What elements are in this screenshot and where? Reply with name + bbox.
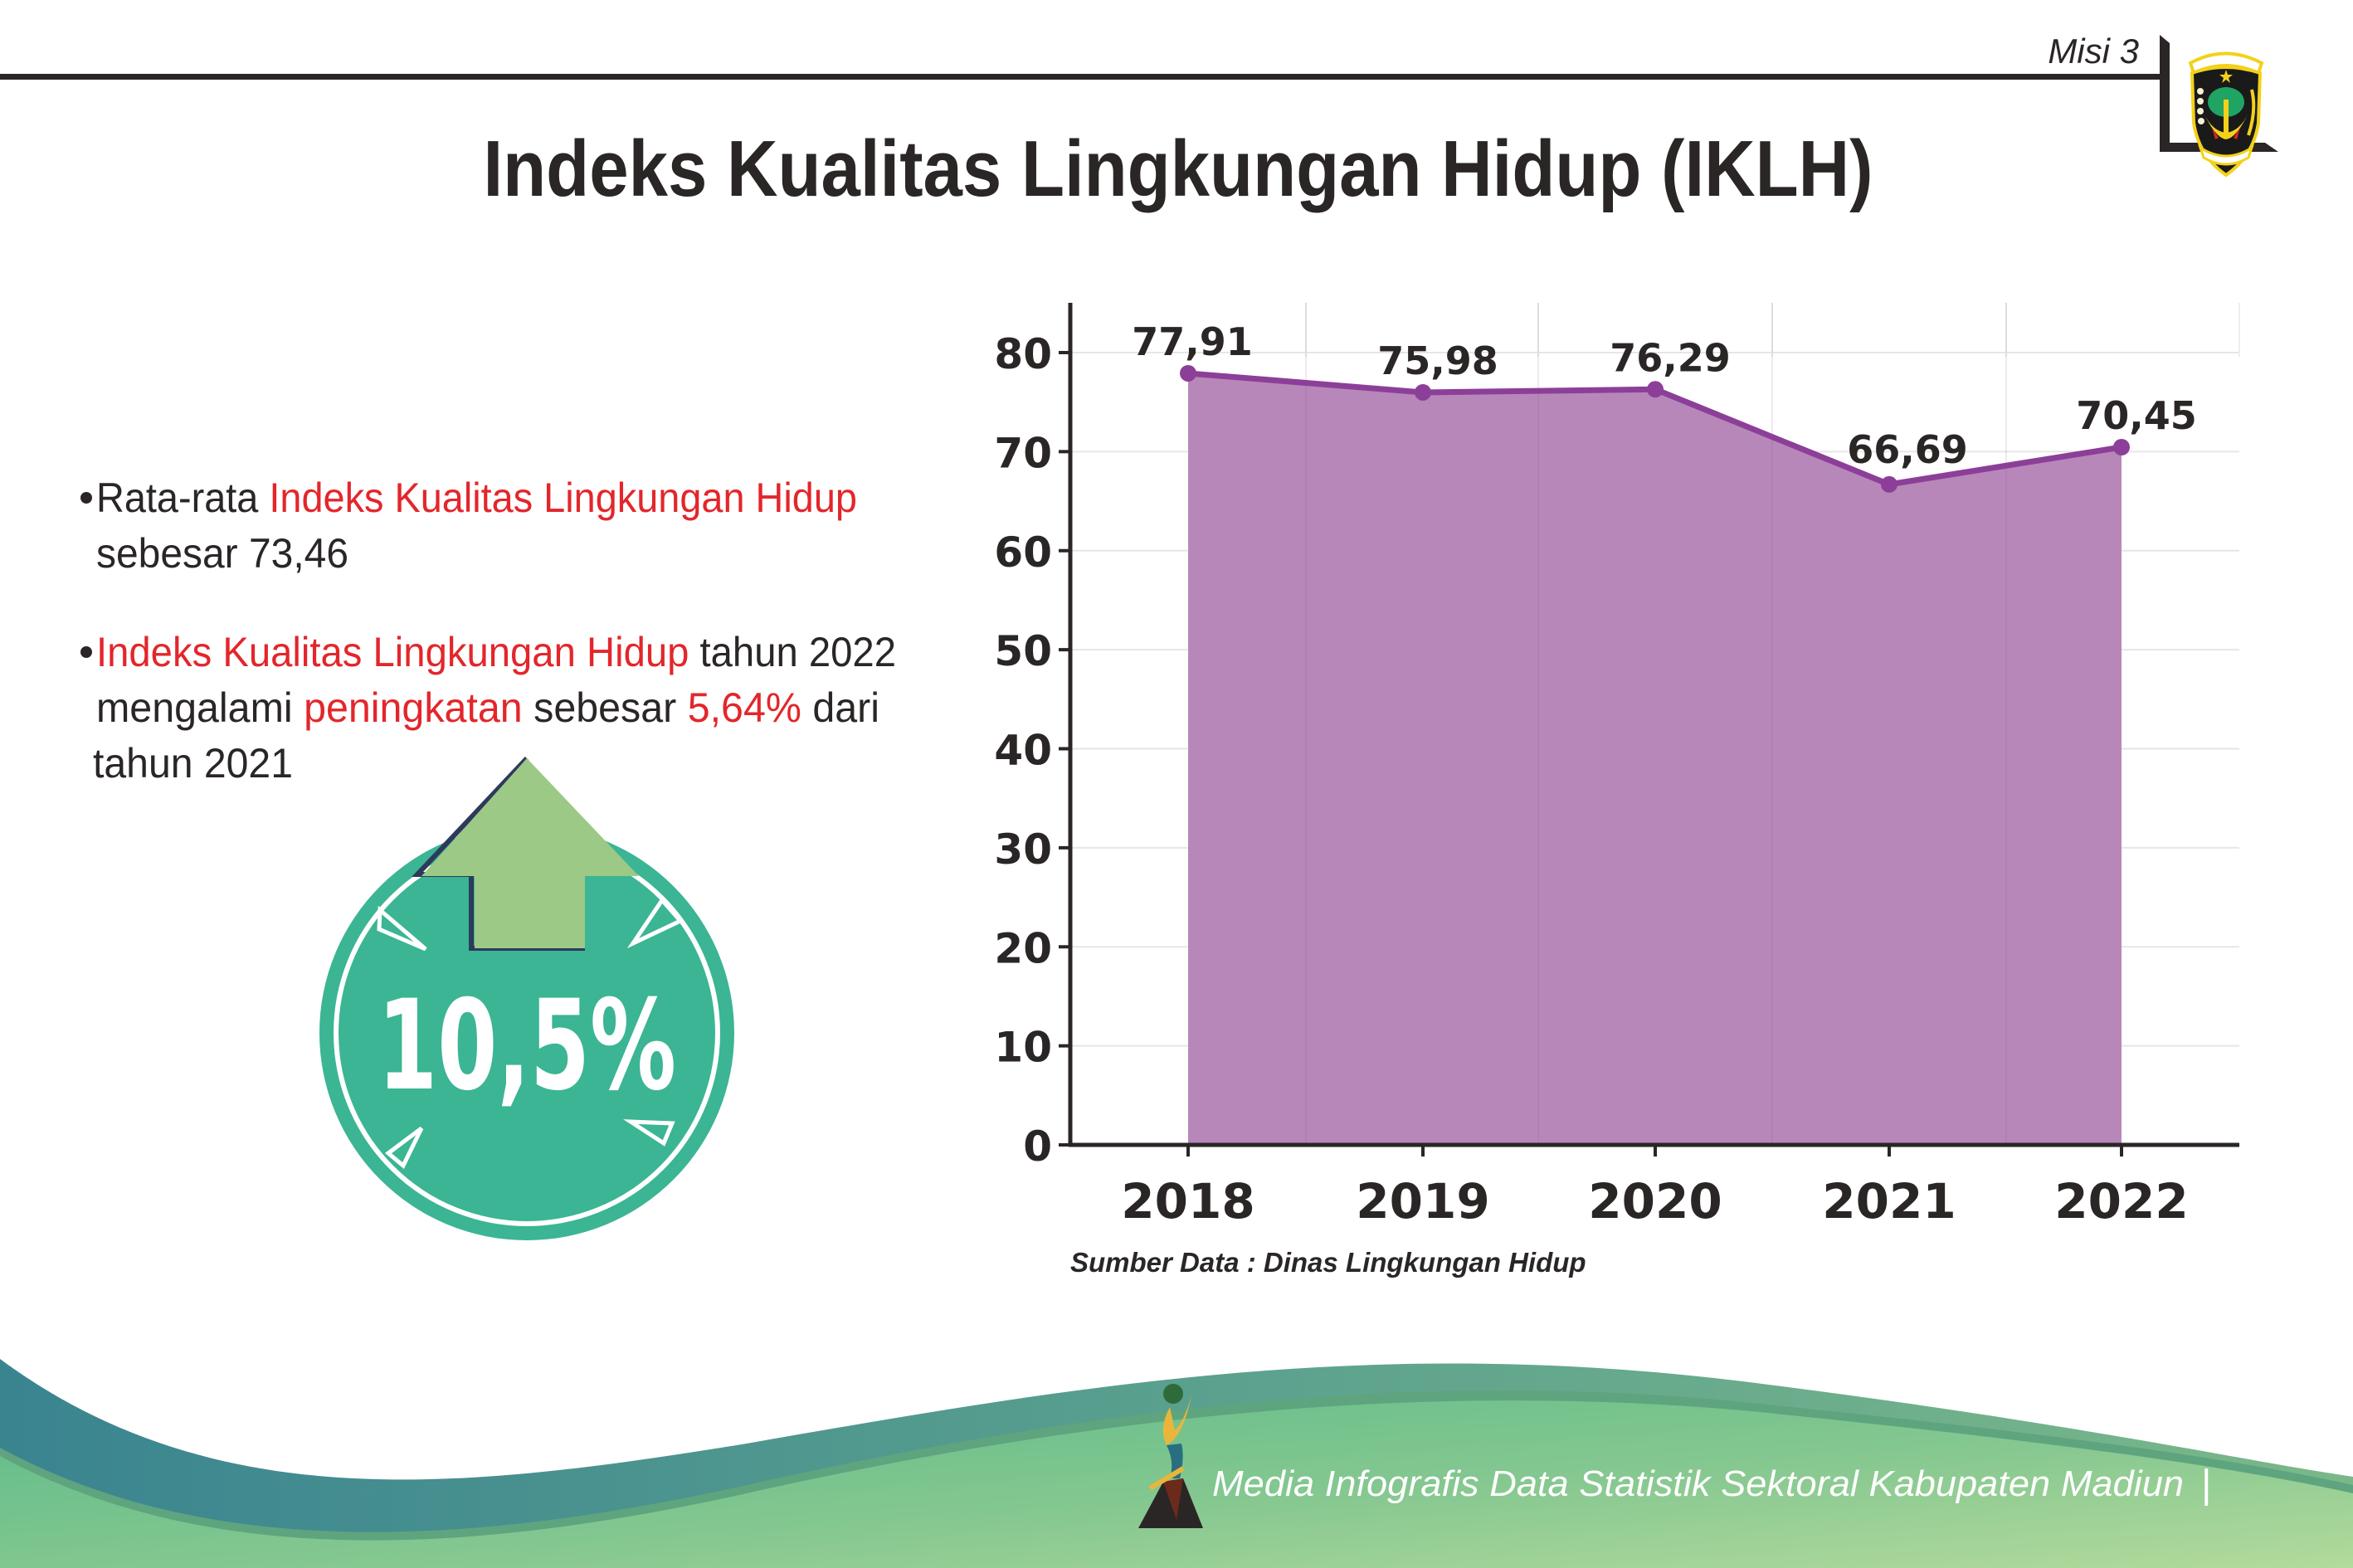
data-label-2018: 77,91 (1132, 319, 1253, 364)
y-tick-label: 50 (994, 627, 1052, 675)
x-tick-label-2018: 2018 (1121, 1173, 1254, 1230)
header-rule (0, 74, 2167, 80)
x-tick-label-2020: 2020 (1588, 1173, 1722, 1230)
y-tick-label: 10 (994, 1024, 1052, 1072)
bullet2-highlight: Indeks Kualitas Lingkungan Hidup (96, 629, 689, 675)
y-tick-labels: 0 10 20 30 40 50 60 70 80 (994, 330, 1070, 1171)
x-tick-labels: 2018 2019 2020 2021 2022 (1121, 1145, 2189, 1230)
y-tick-label: 80 (994, 330, 1052, 378)
data-point-2020 (1647, 381, 1664, 398)
badge-value: 10,5% (378, 974, 676, 1118)
data-label-2019: 75,98 (1377, 338, 1498, 383)
bullet1-line2: sebesar 73,46 (96, 530, 348, 577)
bullet-dot (80, 646, 92, 658)
y-tick-label: 40 (994, 727, 1052, 775)
statistik-logo (1138, 1384, 1203, 1528)
chart-vertical-grid (1305, 303, 2007, 1145)
growth-badge: 10,5% (319, 756, 734, 1240)
y-tick-label: 20 (994, 924, 1052, 972)
data-point-2019 (1415, 383, 1431, 401)
footer: Media Infografis Data Statistik Sektoral… (0, 1359, 2353, 1568)
footer-text: Media Infografis Data Statistik Sektoral… (1212, 1463, 2184, 1504)
text-segment: dari (801, 684, 879, 731)
kabupaten-madiun-logo (2188, 51, 2264, 178)
data-points (1180, 364, 2130, 493)
increase-word: peningkatan (304, 684, 523, 731)
data-point-2022 (2113, 439, 2130, 456)
bullet2-line2: mengalami peningkatan sebesar 5,64% dari (96, 684, 879, 731)
bullet-dot (80, 492, 92, 504)
data-labels: 77,91 75,98 76,29 66,69 70,45 (1132, 319, 2197, 472)
increase-percent: 5,64% (688, 684, 801, 731)
text-segment: mengalami (96, 684, 304, 731)
badge-circle (319, 825, 734, 1240)
page-title: Indeks Kualitas Lingkungan Hidup (IKLH) (484, 124, 1873, 213)
bullet2-line3: tahun 2021 (93, 740, 293, 786)
bullet2-line1: Indeks Kualitas Lingkungan Hidup tahun 2… (96, 629, 896, 675)
data-point-2018 (1180, 364, 1196, 382)
text-segment: sebesar (523, 684, 688, 731)
x-tick-label-2022: 2022 (2054, 1173, 2188, 1230)
y-tick-label: 0 (1023, 1122, 1052, 1171)
x-tick-label-2019: 2019 (1356, 1173, 1489, 1230)
bullet2-rest: tahun 2022 (689, 629, 896, 675)
data-point-2021 (1881, 475, 1898, 493)
sparkle-decorations (377, 896, 684, 1169)
summary: Rata-rata Indeks Kualitas Lingkungan Hid… (80, 475, 896, 786)
footer-separator: | (2201, 1463, 2211, 1507)
data-label-2021: 66,69 (1847, 427, 1968, 472)
y-tick-label: 70 (994, 429, 1052, 477)
header: Misi 3 Indeks Kualitas Lingkungan Hidup … (0, 32, 2278, 213)
x-tick-label-2021: 2021 (1822, 1173, 1956, 1230)
area-fill (1188, 373, 2122, 1146)
section-label: Misi 3 (2048, 32, 2139, 71)
y-tick-label: 30 (994, 825, 1052, 874)
data-label-2020: 76,29 (1610, 335, 1731, 380)
y-tick-label: 60 (994, 528, 1052, 577)
source-note: Sumber Data : Dinas Lingkungan Hidup (1070, 1247, 1586, 1278)
bullet1-highlight: Indeks Kualitas Lingkungan Hidup (269, 475, 857, 521)
bullet1-prefix: Rata-rata (96, 475, 269, 521)
arrow-up-icon (412, 756, 639, 951)
bullet1-line1: Rata-rata Indeks Kualitas Lingkungan Hid… (96, 475, 857, 521)
data-label-2022: 70,45 (2076, 393, 2197, 438)
iklh-area-chart: 77,91 75,98 76,29 66,69 70,45 0 10 20 30 40 50 60 7… (994, 303, 2240, 1278)
